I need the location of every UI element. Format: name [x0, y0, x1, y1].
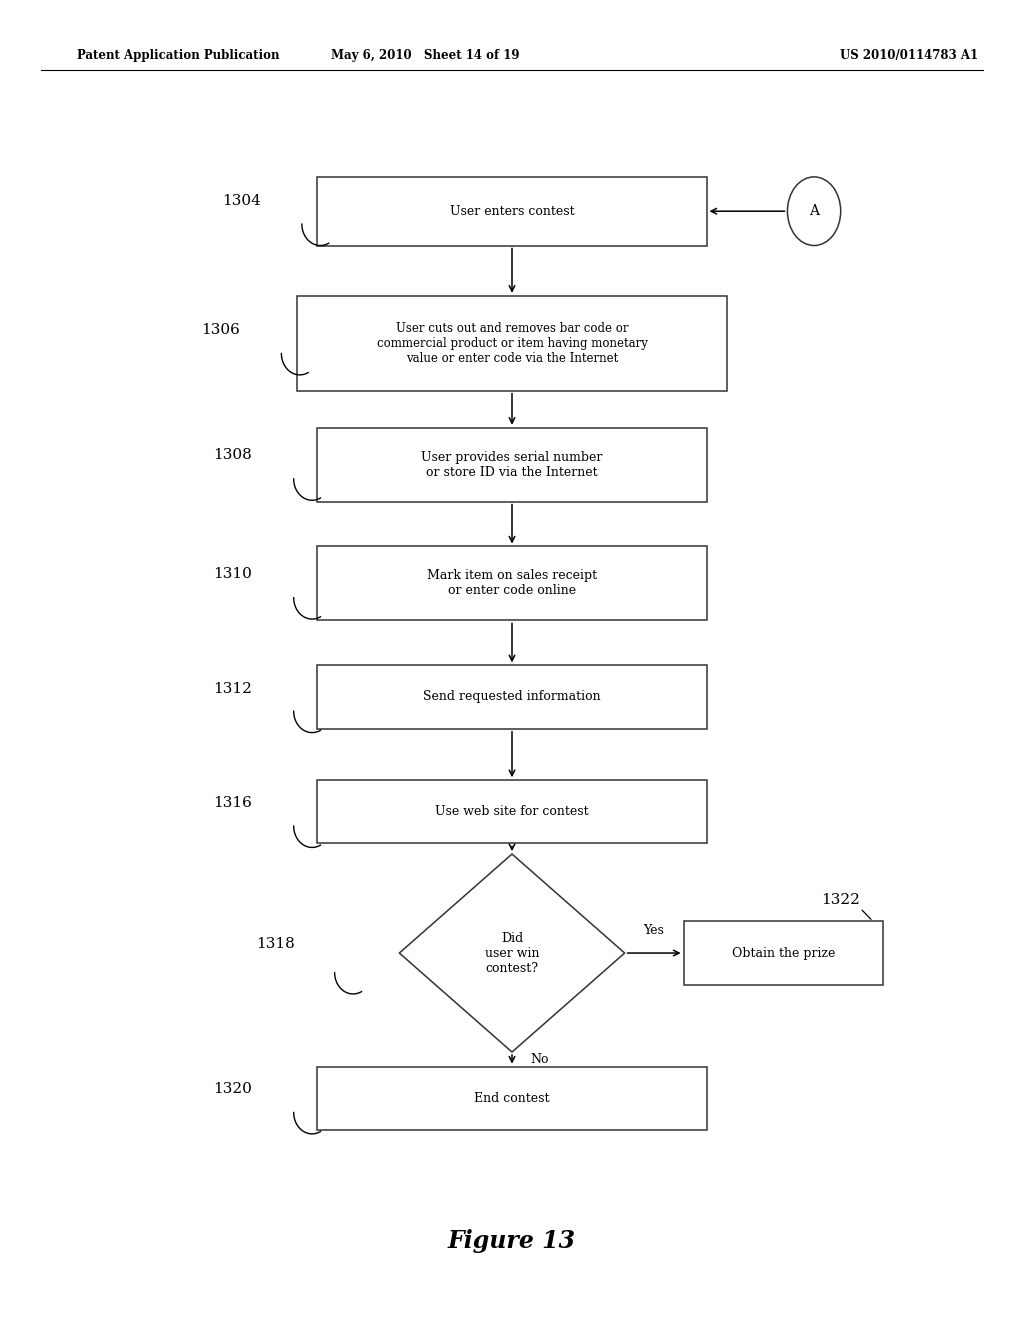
Polygon shape: [399, 854, 625, 1052]
Text: A: A: [809, 205, 819, 218]
Text: User enters contest: User enters contest: [450, 205, 574, 218]
FancyBboxPatch shape: [317, 177, 707, 246]
Text: Send requested information: Send requested information: [423, 690, 601, 704]
FancyBboxPatch shape: [317, 665, 707, 729]
Text: Mark item on sales receipt
or enter code online: Mark item on sales receipt or enter code…: [427, 569, 597, 598]
Text: User cuts out and removes bar code or
commercial product or item having monetary: User cuts out and removes bar code or co…: [377, 322, 647, 364]
Text: 1316: 1316: [213, 796, 252, 809]
FancyBboxPatch shape: [317, 780, 707, 843]
Text: Obtain the prize: Obtain the prize: [732, 946, 835, 960]
Text: End contest: End contest: [474, 1092, 550, 1105]
Text: 1304: 1304: [222, 194, 261, 207]
Text: 1318: 1318: [256, 937, 295, 950]
Text: 1322: 1322: [821, 894, 860, 907]
Text: 1308: 1308: [213, 449, 252, 462]
Text: 1320: 1320: [213, 1082, 252, 1096]
FancyBboxPatch shape: [297, 296, 727, 391]
FancyBboxPatch shape: [317, 1067, 707, 1130]
Text: Yes: Yes: [644, 924, 665, 937]
Text: 1312: 1312: [213, 682, 252, 696]
FancyBboxPatch shape: [684, 921, 883, 985]
Text: Figure 13: Figure 13: [447, 1229, 577, 1253]
Text: May 6, 2010   Sheet 14 of 19: May 6, 2010 Sheet 14 of 19: [331, 49, 519, 62]
FancyBboxPatch shape: [317, 428, 707, 502]
FancyBboxPatch shape: [317, 546, 707, 620]
Text: US 2010/0114783 A1: US 2010/0114783 A1: [840, 49, 978, 62]
Circle shape: [787, 177, 841, 246]
Text: Patent Application Publication: Patent Application Publication: [77, 49, 280, 62]
Text: 1310: 1310: [213, 568, 252, 581]
Text: Did
user win
contest?: Did user win contest?: [484, 932, 540, 974]
Text: No: No: [530, 1053, 549, 1065]
Text: Use web site for contest: Use web site for contest: [435, 805, 589, 818]
Text: User provides serial number
or store ID via the Internet: User provides serial number or store ID …: [421, 450, 603, 479]
Text: 1306: 1306: [201, 323, 240, 337]
